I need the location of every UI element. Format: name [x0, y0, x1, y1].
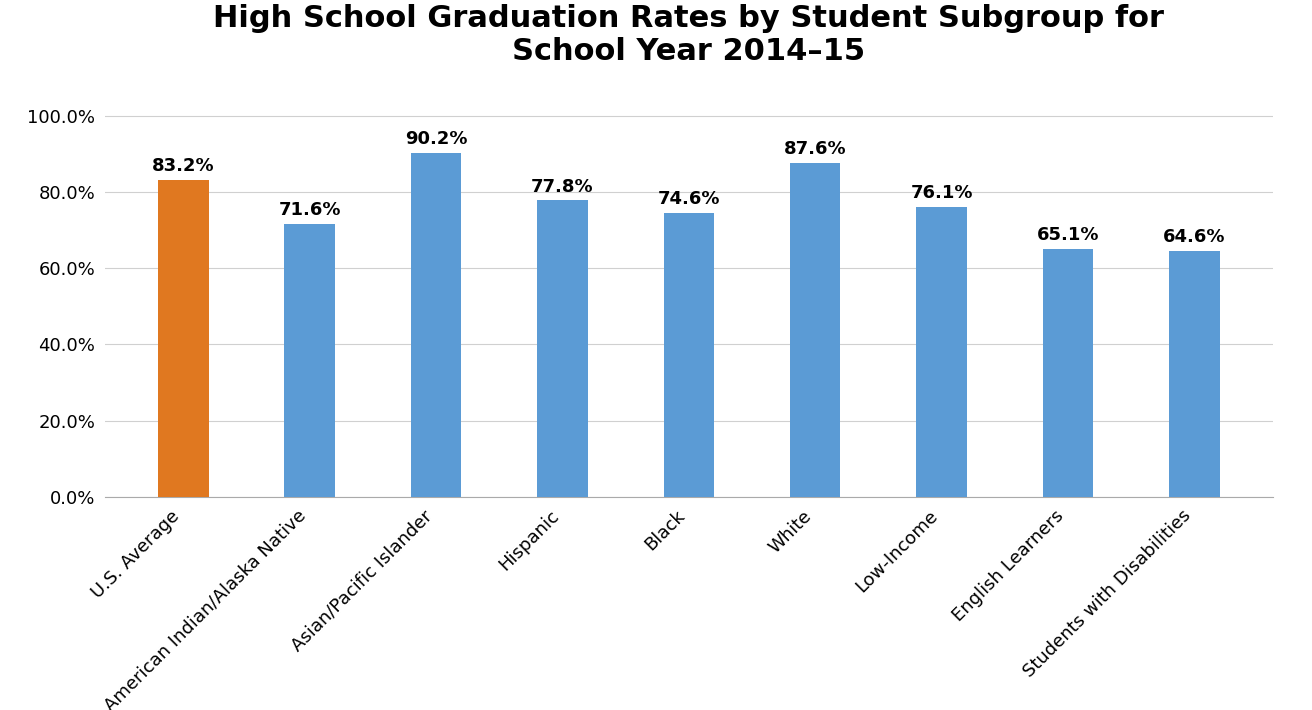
Bar: [537, 200, 588, 497]
Bar: [916, 207, 967, 497]
Bar: [1043, 248, 1093, 497]
Text: 83.2%: 83.2%: [152, 157, 215, 175]
Bar: [411, 153, 462, 497]
Text: 76.1%: 76.1%: [911, 185, 972, 202]
Text: 71.6%: 71.6%: [278, 202, 341, 219]
Text: 65.1%: 65.1%: [1036, 226, 1099, 244]
Text: 77.8%: 77.8%: [531, 178, 594, 196]
Bar: [1169, 251, 1220, 497]
Text: 87.6%: 87.6%: [783, 141, 846, 158]
Text: 64.6%: 64.6%: [1162, 228, 1225, 246]
Bar: [790, 163, 841, 497]
Text: 90.2%: 90.2%: [405, 131, 467, 148]
Bar: [664, 212, 714, 497]
Bar: [285, 224, 335, 497]
Bar: [157, 180, 209, 497]
Text: 74.6%: 74.6%: [657, 190, 720, 208]
Title: High School Graduation Rates by Student Subgroup for
School Year 2014–15: High School Graduation Rates by Student …: [214, 4, 1164, 66]
